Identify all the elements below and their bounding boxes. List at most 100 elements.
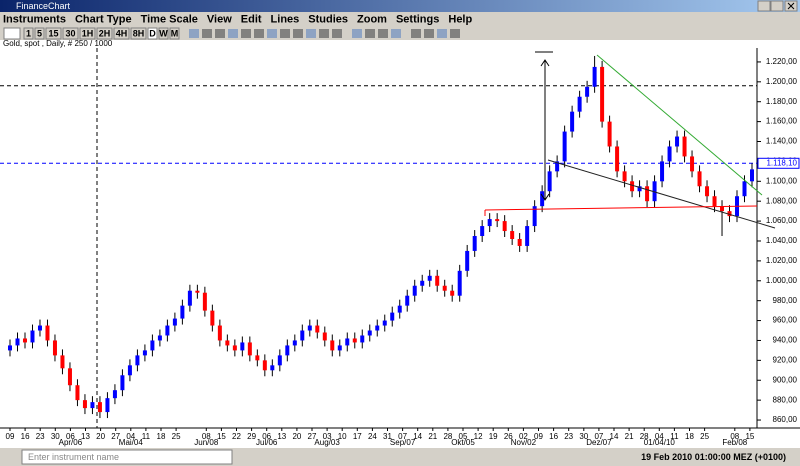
timescale-button[interactable]: [45, 27, 62, 40]
menu-item[interactable]: Lines: [271, 13, 300, 25]
level-label: 1.118,10: [766, 158, 797, 167]
instrument-input[interactable]: [21, 449, 233, 465]
chart-area: [0, 40, 800, 448]
tool-icon[interactable]: [424, 29, 434, 38]
timescale-button[interactable]: [62, 27, 79, 40]
timescale-button[interactable]: [169, 27, 180, 40]
timescale-label[interactable]: 5: [37, 28, 42, 38]
timescale-button[interactable]: [96, 27, 113, 40]
candle-body: [15, 338, 20, 346]
timescale-button[interactable]: [23, 27, 34, 40]
tool-icon[interactable]: [280, 29, 290, 38]
timescale-button[interactable]: [79, 27, 96, 40]
menu-item[interactable]: Zoom: [357, 13, 387, 25]
x-month-label: Dez/07: [586, 438, 612, 447]
tool-icon[interactable]: [378, 29, 388, 38]
tool-icon[interactable]: [450, 29, 460, 38]
tool-icon[interactable]: [332, 29, 342, 38]
candle-body: [22, 338, 27, 343]
tool-icon[interactable]: [306, 29, 316, 38]
timescale-label[interactable]: D: [149, 28, 156, 38]
candle-body: [555, 161, 560, 172]
tool-icon[interactable]: [202, 29, 212, 38]
candle-body: [525, 226, 530, 246]
tool-icon[interactable]: [411, 29, 421, 38]
tool-icon[interactable]: [215, 29, 225, 38]
x-day-label: 23: [36, 432, 45, 441]
x-day-label: 27: [308, 432, 317, 441]
y-tick-label: 1.020,00: [766, 256, 798, 265]
tool-icon[interactable]: [228, 29, 238, 38]
candle-body: [45, 325, 50, 341]
tool-icon[interactable]: [254, 29, 264, 38]
candle-body: [30, 330, 35, 343]
timescale-label[interactable]: 30: [65, 28, 75, 38]
timescale-button[interactable]: [158, 27, 169, 40]
tool-icon[interactable]: [391, 29, 401, 38]
y-tick-label: 1.080,00: [766, 196, 798, 205]
tool-icon[interactable]: [293, 29, 303, 38]
drawn-lines: [484, 51, 776, 229]
x-day-label: 06: [262, 432, 271, 441]
tool-icon[interactable]: [319, 29, 329, 38]
timescale-button[interactable]: [34, 27, 45, 40]
close-icon: [787, 2, 795, 10]
candle-body: [645, 186, 650, 202]
toolbar-icons: 1 5 15 30 1H 2H 4H 8H D W M: [3, 27, 460, 40]
tool-icon[interactable]: [437, 29, 447, 38]
window-title: FinanceChart: [16, 1, 71, 11]
candle-body: [352, 338, 357, 343]
tool-icon[interactable]: [3, 27, 21, 40]
candle-body: [510, 231, 515, 239]
candle-body: [247, 342, 252, 356]
y-tick-label: 860,00: [773, 415, 798, 424]
candle-body: [195, 290, 200, 293]
y-tick-label: 880,00: [773, 395, 798, 404]
menu-item[interactable]: View: [207, 13, 232, 25]
menu-item[interactable]: Edit: [241, 13, 262, 25]
candle-body: [457, 270, 462, 296]
tool-icon[interactable]: [267, 29, 277, 38]
y-tick-label: 1.140,00: [766, 137, 798, 146]
timescale-label[interactable]: 1: [26, 28, 31, 38]
timescale-label[interactable]: M: [171, 28, 179, 38]
candle-body: [562, 131, 567, 162]
timescale-label[interactable]: 4H: [116, 28, 128, 38]
timescale-label[interactable]: 15: [48, 28, 58, 38]
menu-item[interactable]: Instruments: [3, 13, 66, 25]
candle-body: [277, 355, 282, 366]
timescale-button[interactable]: [147, 27, 158, 40]
menu-item[interactable]: Settings: [396, 13, 439, 25]
candle-body: [720, 206, 725, 212]
y-tick-label: 900,00: [773, 375, 798, 384]
y-tick-label: 1.180,00: [766, 97, 798, 106]
x-day-label: 13: [81, 432, 90, 441]
menu-item[interactable]: Time Scale: [141, 13, 198, 25]
timescale-label[interactable]: W: [159, 28, 168, 38]
tool-icon[interactable]: [189, 29, 199, 38]
timescale-label[interactable]: 8H: [133, 28, 145, 38]
window-controls[interactable]: [757, 0, 798, 12]
tool-icon[interactable]: [352, 29, 362, 38]
x-day-label: 09: [534, 432, 543, 441]
tool-icon[interactable]: [241, 29, 251, 38]
candle-body: [300, 330, 305, 341]
x-day-label: 16: [549, 432, 558, 441]
candle-body: [472, 236, 477, 251]
candle-body: [487, 219, 492, 227]
tool-icon[interactable]: [365, 29, 375, 38]
maximize-button[interactable]: [770, 0, 784, 12]
x-day-label: 30: [579, 432, 588, 441]
timescale-label[interactable]: 2H: [99, 28, 111, 38]
candle-body: [607, 121, 612, 147]
timescale-button[interactable]: [130, 27, 147, 40]
timescale-button[interactable]: [113, 27, 130, 40]
candle-body: [585, 86, 590, 97]
menu-item[interactable]: Help: [448, 13, 472, 25]
minimize-button[interactable]: [757, 0, 771, 12]
x-day-label: 03: [323, 432, 332, 441]
timescale-label[interactable]: 1H: [82, 28, 94, 38]
menu-item[interactable]: Chart Type: [75, 13, 132, 25]
menu-item[interactable]: Studies: [308, 13, 348, 25]
